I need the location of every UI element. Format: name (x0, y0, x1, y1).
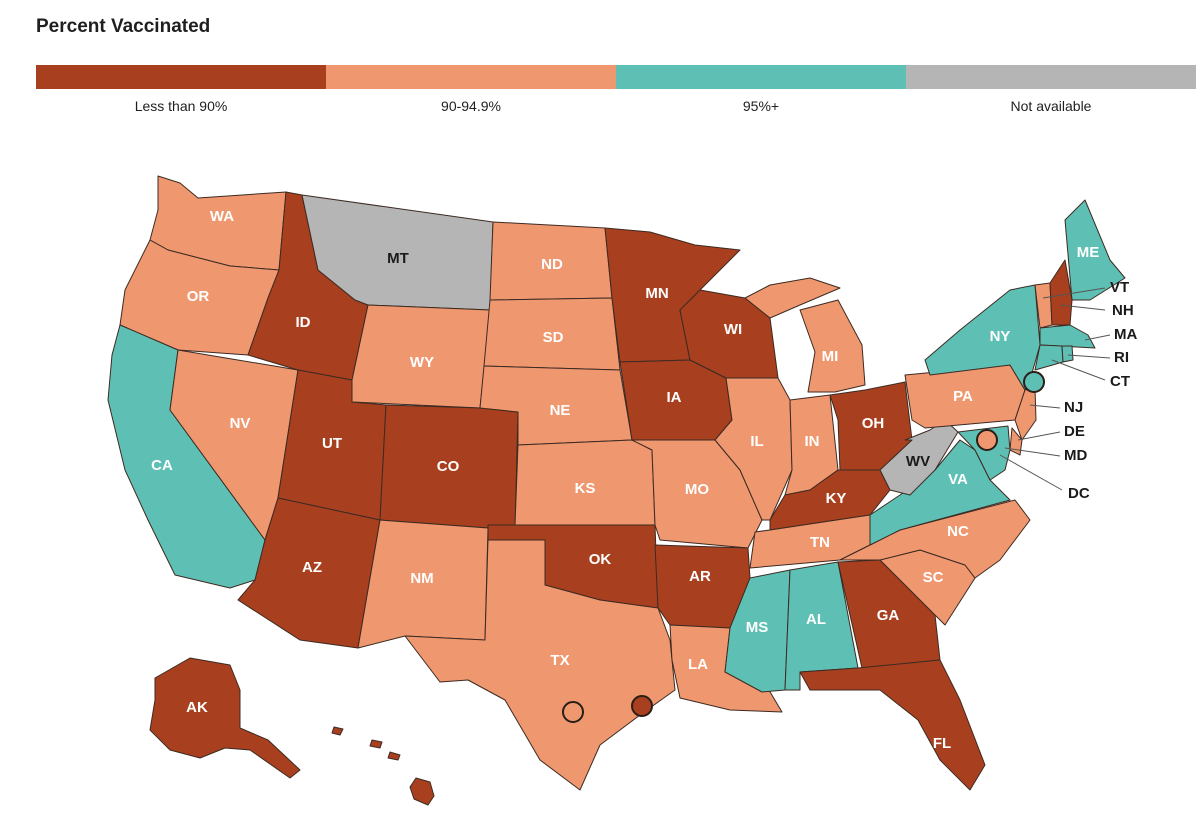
city-marker-dc[interactable] (976, 429, 998, 451)
state-AK[interactable] (149, 657, 301, 779)
legend-swatch-na (906, 65, 1196, 89)
state-label-IA: IA (667, 389, 682, 406)
state-label-AL: AL (806, 611, 826, 628)
state-NY[interactable] (924, 284, 1041, 391)
map-title: Percent Vaccinated (36, 16, 211, 37)
city-marker-san-antonio[interactable] (562, 701, 584, 723)
state-MI-UP[interactable] (744, 277, 841, 319)
state-label-ME: ME (1077, 244, 1100, 261)
legend-label-high: 95%+ (742, 98, 780, 114)
legend-label-na: Not available (1010, 98, 1092, 114)
state-label-NY: NY (990, 328, 1011, 345)
callout-label-DC: DC (1068, 485, 1090, 502)
state-HI[interactable] (409, 777, 435, 806)
state-NH[interactable] (1049, 259, 1073, 326)
state-label-IN: IN (805, 433, 820, 450)
city-marker-houston[interactable] (631, 695, 653, 717)
state-label-OH: OH (862, 415, 885, 432)
state-HI-2[interactable] (369, 739, 383, 749)
state-label-LA: LA (688, 656, 708, 673)
state-IL[interactable] (714, 377, 793, 521)
state-label-WI: WI (724, 321, 742, 338)
state-label-ID: ID (296, 314, 311, 331)
state-label-MO: MO (685, 481, 709, 498)
state-MI[interactable] (799, 299, 866, 393)
state-label-OK: OK (589, 551, 612, 568)
state-label-SD: SD (543, 329, 564, 346)
state-label-AK: AK (186, 699, 208, 716)
state-HI-3[interactable] (387, 751, 401, 761)
state-label-FL: FL (933, 735, 951, 752)
state-TX[interactable] (404, 539, 676, 791)
callout-line-MD (1004, 447, 1061, 457)
state-label-AR: AR (689, 568, 711, 585)
state-label-WV: WV (906, 453, 930, 470)
callout-line-VT (1042, 287, 1106, 299)
callout-line-DC (999, 454, 1063, 491)
state-label-NM: NM (410, 570, 433, 587)
callout-label-NH: NH (1112, 302, 1134, 319)
state-CT[interactable] (1034, 344, 1064, 371)
state-label-SC: SC (923, 569, 944, 586)
state-label-CO: CO (437, 458, 460, 475)
state-label-GA: GA (877, 607, 900, 624)
state-label-KS: KS (575, 480, 596, 497)
state-label-UT: UT (322, 435, 342, 452)
state-label-PA: PA (953, 388, 973, 405)
state-label-MI: MI (822, 348, 839, 365)
callout-label-NJ: NJ (1064, 399, 1083, 416)
state-RI[interactable] (1061, 345, 1074, 363)
callout-label-CT: CT (1110, 373, 1130, 390)
legend-swatch-high (616, 65, 906, 89)
state-label-IL: IL (750, 433, 763, 450)
callout-label-RI: RI (1114, 349, 1129, 366)
state-label-MT: MT (387, 250, 409, 267)
state-label-CA: CA (151, 457, 173, 474)
legend-label-mid: 90-94.9% (441, 98, 501, 114)
state-label-WY: WY (410, 354, 434, 371)
state-CO[interactable] (379, 404, 519, 531)
state-label-NC: NC (947, 523, 969, 540)
state-label-TN: TN (810, 534, 830, 551)
state-MA[interactable] (1039, 324, 1096, 349)
state-label-MN: MN (645, 285, 668, 302)
callout-label-MD: MD (1064, 447, 1087, 464)
state-label-KY: KY (826, 490, 847, 507)
legend-swatch-low (36, 65, 326, 89)
callout-line-MA (1084, 334, 1111, 341)
state-FL[interactable] (799, 659, 986, 791)
state-label-VA: VA (948, 471, 968, 488)
state-label-AZ: AZ (302, 559, 322, 576)
state-label-HI: HI (392, 780, 407, 797)
callout-label-DE: DE (1064, 423, 1085, 440)
state-label-MS: MS (746, 619, 769, 636)
callout-label-VT: VT (1110, 279, 1129, 296)
callout-line-NJ (1029, 404, 1061, 409)
city-marker-nyc[interactable] (1023, 371, 1045, 393)
state-label-ND: ND (541, 256, 563, 273)
callout-line-CT (1051, 359, 1106, 381)
callout-line-RI (1067, 354, 1111, 359)
state-DE[interactable] (1009, 427, 1023, 456)
state-label-NV: NV (230, 415, 251, 432)
state-label-WA: WA (210, 208, 234, 225)
callout-label-MA: MA (1114, 326, 1137, 343)
state-label-NE: NE (550, 402, 571, 419)
state-label-OR: OR (187, 288, 210, 305)
callout-line-NH (1059, 304, 1106, 311)
state-NC[interactable] (839, 499, 1031, 579)
state-label-TX: TX (550, 652, 569, 669)
legend-swatch-mid (326, 65, 616, 89)
callout-line-DE (1017, 431, 1061, 441)
state-WY[interactable] (351, 304, 491, 409)
state-HI-4[interactable] (331, 726, 344, 736)
legend-label-low: Less than 90% (134, 98, 228, 114)
